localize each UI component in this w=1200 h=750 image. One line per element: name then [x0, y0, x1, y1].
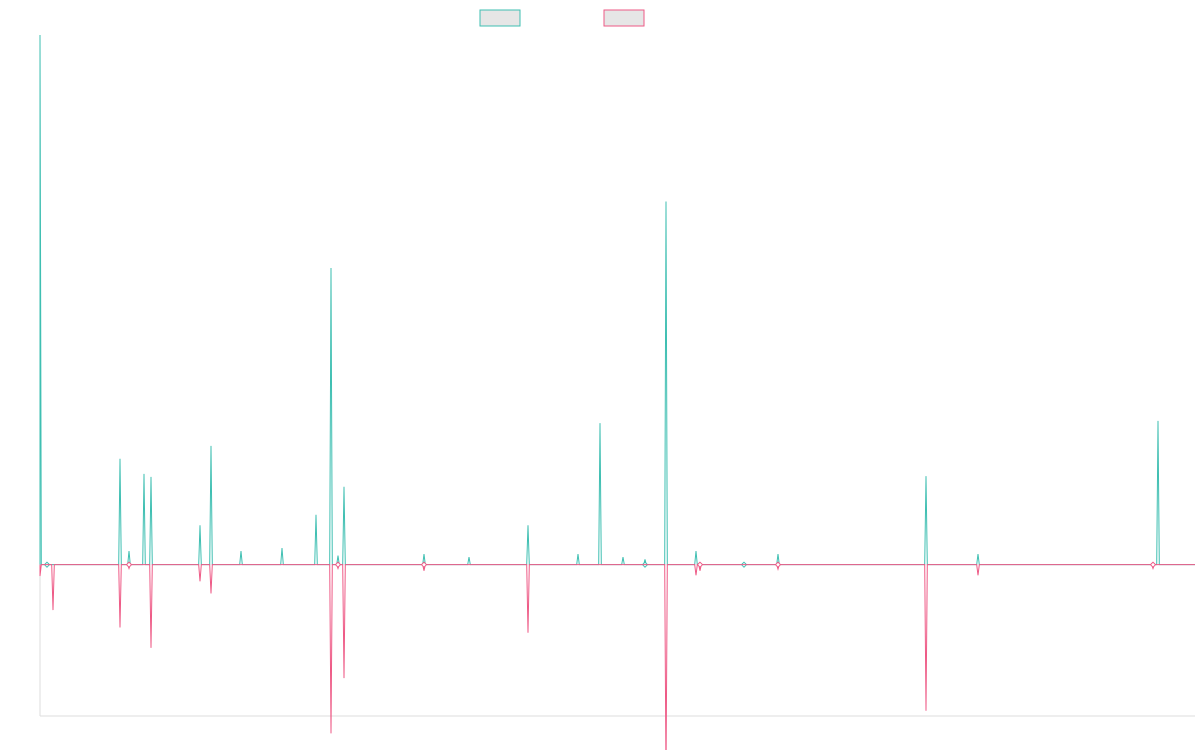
data-point-b-3[interactable] [125, 561, 133, 568]
legend-swatch-series-a[interactable] [479, 9, 521, 27]
data-point-b-8[interactable] [334, 561, 342, 568]
plot-area [39, 34, 1195, 750]
legend[interactable] [479, 9, 645, 27]
data-point-b-18[interactable] [1149, 561, 1157, 568]
data-point-b-14[interactable] [696, 561, 704, 568]
series-line-a [39, 34, 1195, 566]
legend-swatch-series-b[interactable] [603, 9, 645, 27]
series-line-b [39, 564, 1195, 750]
data-point-b-15[interactable] [774, 561, 782, 568]
data-point-b-10[interactable] [420, 561, 428, 568]
